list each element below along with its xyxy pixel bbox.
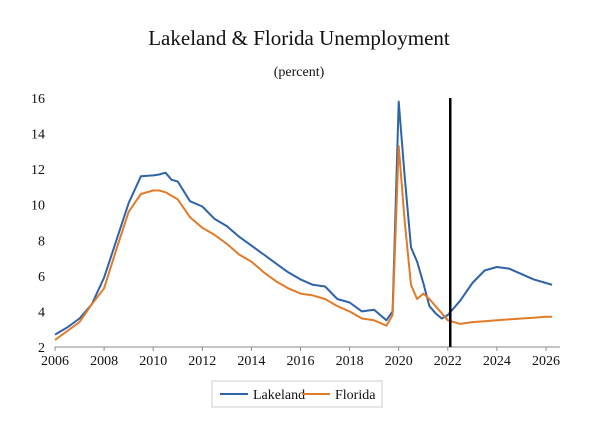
y-tick-label: 16	[31, 92, 45, 107]
chart-title: Lakeland & Florida Unemployment	[148, 26, 450, 50]
legend-label-lakeland: Lakeland	[253, 388, 305, 403]
y-tick-label: 10	[31, 199, 45, 214]
legend: Lakeland Florida	[211, 380, 383, 408]
x-tick-label: 2020	[385, 354, 413, 369]
legend-label-florida: Florida	[335, 388, 376, 403]
y-tick-label: 14	[31, 128, 45, 143]
x-tick-label: 2026	[532, 354, 560, 369]
series-line-florida	[54, 145, 553, 341]
x-tick-label: 2016	[287, 354, 315, 369]
x-axis-ticks: 2006 2008 2010 2012 2014 2016 2018 2020 2022 2024…	[41, 347, 560, 369]
x-tick-label: 2012	[188, 354, 216, 369]
x-tick-label: 2022	[434, 354, 462, 369]
y-tick-label: 8	[38, 234, 45, 249]
y-tick-label: 12	[31, 163, 45, 178]
x-tick-label: 2014	[237, 354, 265, 369]
y-tick-label: 2	[38, 341, 45, 356]
x-tick-label: 2006	[41, 354, 69, 369]
series-layer	[54, 100, 553, 341]
series-line-lakeland	[54, 100, 553, 336]
x-tick-label: 2008	[90, 354, 118, 369]
chart-subtitle: (percent)	[274, 65, 325, 80]
x-tick-label: 2018	[336, 354, 364, 369]
y-axis-ticks: 2 4 6 8 10 12 14 16	[31, 92, 45, 356]
x-tick-label: 2010	[139, 354, 167, 369]
y-tick-label: 4	[38, 305, 45, 320]
x-tick-label: 2024	[483, 354, 511, 369]
y-tick-label: 6	[38, 270, 45, 285]
